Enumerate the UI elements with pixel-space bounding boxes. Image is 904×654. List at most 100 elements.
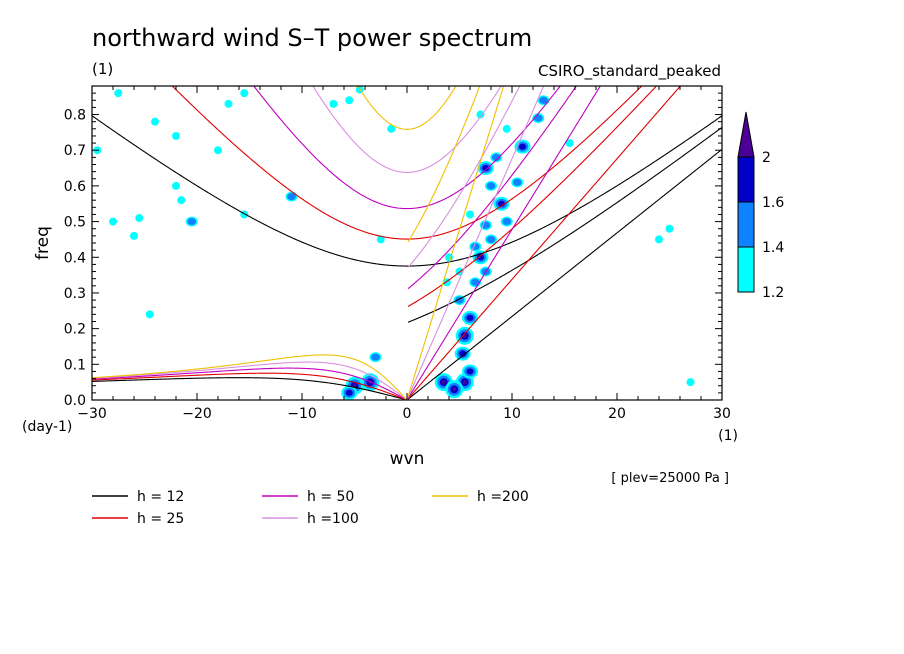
curve-h100-mixed (407, 86, 521, 268)
power-patch-14-level-3 (476, 254, 485, 261)
legend-label-h50: h = 50 (307, 489, 354, 505)
plot-background (92, 86, 722, 400)
power-patch-31-level-1 (502, 124, 511, 133)
power-patch-23-level-2 (491, 153, 501, 161)
colorbar: 1.2 1.4 1.6 2 (737, 111, 784, 301)
chart-subtitle-left: (1) (92, 60, 113, 78)
x-axis-unit: (1) (718, 428, 738, 444)
colorbar-label-2: 1.6 (762, 195, 784, 211)
power-patch-9-level-3 (459, 350, 467, 357)
axis-ticks: −30 −20 −10 0 10 20 30 0.0 0.1 0.2 0.3 0.4 0.5 0.6 0.7… (64, 86, 731, 422)
power-patch-22-level-3 (518, 143, 527, 150)
power-patch-37-level-1 (240, 89, 249, 98)
power-patch-48-level-1 (172, 131, 180, 140)
colorbar-band-0 (737, 246, 755, 293)
power-patch-53-level-1 (376, 235, 385, 244)
curve-h12-mixed (407, 126, 722, 323)
x-axis-label: wvn (390, 449, 425, 469)
legend-label-h200: h =200 (477, 489, 529, 505)
colorbar-extension (737, 111, 755, 158)
x-tick-label-0: −30 (77, 406, 107, 422)
power-patch-38-level-1 (224, 99, 233, 108)
power-patch-5-level-4 (462, 380, 467, 385)
legend: h = 12 h = 25 h = 50 h =100 h =200 (92, 489, 529, 527)
power-patch-46-level-1 (114, 89, 123, 98)
y-tick-label-2: 0.2 (64, 322, 86, 338)
colorbar-label-3: 2 (762, 150, 771, 166)
curve-h50-rossby (92, 367, 408, 400)
power-patch-18-level-2 (502, 217, 512, 226)
x-tick-label-2: −10 (287, 406, 317, 422)
x-tick-label-3: 0 (403, 406, 412, 422)
legend-label-h100: h =100 (307, 511, 359, 527)
power-patch-3-level-2 (371, 353, 380, 361)
legend-label-h25: h = 25 (137, 511, 184, 527)
curve-h12-rossby (92, 377, 408, 400)
power-contours (93, 86, 695, 400)
power-patch-43-level-1 (130, 231, 138, 240)
power-patch-54-level-1 (665, 224, 674, 233)
power-patch-10-level-3 (466, 314, 474, 322)
power-patch-32-level-1 (476, 110, 485, 119)
curve-h50-kelvin (407, 86, 601, 399)
curve-h100-gravity (312, 86, 502, 173)
power-patch-21-level-2 (512, 178, 522, 186)
y-axis-label: freq (33, 226, 53, 260)
curve-h200-rossby (92, 354, 408, 400)
power-patch-42-level-1 (135, 214, 144, 223)
y-tick-label-7: 0.7 (64, 143, 86, 159)
y-tick-label-4: 0.4 (64, 250, 86, 266)
y-tick-label-5: 0.5 (64, 215, 86, 231)
y-tick-label-0: 0.0 (64, 393, 86, 409)
power-patch-51-level-1 (214, 146, 222, 155)
curve-h25-kelvin (407, 86, 682, 400)
curve-h50-gravity (253, 86, 561, 210)
power-patch-24-level-2 (533, 114, 543, 122)
colorbar-label-1: 1.4 (762, 240, 784, 256)
power-patch-2-level-3 (345, 389, 353, 396)
power-patch-49-level-2 (287, 193, 296, 201)
colorbar-band-1 (737, 201, 755, 248)
power-patch-52-level-1 (145, 310, 154, 319)
y-tick-label-6: 0.6 (64, 179, 86, 195)
power-patch-6-level-4 (452, 387, 457, 392)
curve-h25-mixed (407, 86, 658, 307)
power-patch-25-level-2 (539, 96, 548, 104)
power-patch-33-level-1 (329, 99, 338, 108)
power-patch-26-level-3 (482, 164, 490, 172)
y-tick-label-8: 0.8 (64, 108, 86, 124)
power-patch-47-level-1 (151, 117, 159, 126)
model-name: CSIRO_standard_peaked (538, 62, 721, 81)
power-patch-39-level-2 (187, 217, 197, 226)
power-patch-36-level-1 (387, 124, 396, 133)
power-patch-44-level-1 (109, 217, 117, 226)
x-tick-label-5: 20 (608, 406, 626, 422)
curve-h200-gravity (357, 86, 457, 130)
power-patch-16-level-2 (486, 235, 496, 244)
power-patch-56-level-1 (686, 378, 695, 387)
curve-h100-rossby (92, 361, 408, 400)
power-patch-55-level-1 (655, 235, 663, 244)
power-patch-7-level-3 (466, 368, 474, 375)
colorbar-band-2 (737, 156, 755, 203)
x-tick-label-4: 10 (503, 406, 521, 422)
y-axis-unit: (day-1) (22, 419, 72, 435)
x-tick-label-1: −20 (182, 406, 212, 422)
curve-h50-mixed (407, 86, 578, 290)
curve-h25-rossby (92, 372, 408, 400)
colorbar-label-0: 1.2 (762, 285, 784, 301)
chart-title: northward wind S–T power spectrum (92, 24, 532, 52)
curve-h25-gravity (171, 86, 643, 240)
power-patch-40-level-1 (177, 196, 186, 205)
curve-h100-kelvin (407, 86, 545, 398)
curve-h200-mixed (407, 86, 481, 243)
y-tick-label-3: 0.3 (64, 286, 86, 302)
power-patch-57-level-1 (565, 139, 574, 148)
power-patch-12-level-2 (470, 278, 480, 286)
x-tick-label-6: 30 (713, 406, 731, 422)
curve-h12-gravity (92, 115, 722, 267)
curve-h200-kelvin (407, 86, 505, 397)
y-tick-label-1: 0.1 (64, 357, 86, 373)
power-patch-20-level-2 (486, 182, 496, 190)
